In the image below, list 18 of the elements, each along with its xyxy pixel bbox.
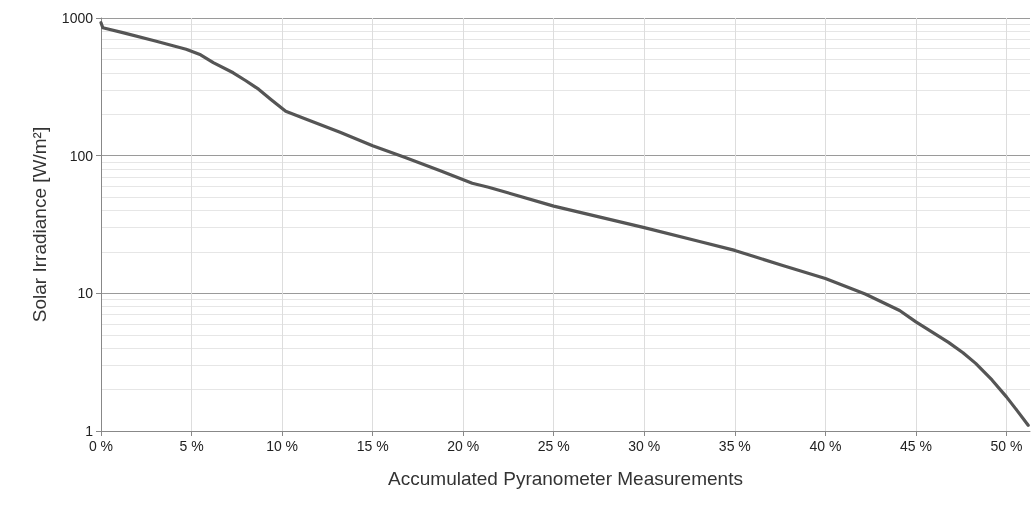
y-axis-title: Solar Irradiance [W/m²]	[29, 126, 50, 323]
x-tick-label: 25 %	[537, 438, 570, 454]
x-tick-label: 20 %	[447, 438, 480, 454]
x-tick-label: 30 %	[628, 438, 661, 454]
y-tick-label: 1	[85, 423, 94, 439]
y-tick-label: 100	[69, 147, 94, 164]
x-tick-label: 40 %	[809, 438, 842, 454]
x-tick-label: 5 %	[179, 438, 204, 454]
x-tick-label: 50 %	[990, 438, 1023, 454]
y-tick-label: 10	[77, 285, 94, 302]
x-axis-title: Accumulated Pyranometer Measurements	[388, 468, 743, 489]
y-tick-label: 1000	[61, 10, 94, 26]
line-series	[99, 21, 1030, 427]
x-tick-label: 0 %	[88, 438, 114, 454]
x-tick-label: 15 %	[356, 438, 389, 454]
x-tick-label: 35 %	[718, 438, 751, 454]
x-tick-label: 45 %	[899, 438, 932, 454]
x-tick-label: 10 %	[266, 438, 299, 454]
